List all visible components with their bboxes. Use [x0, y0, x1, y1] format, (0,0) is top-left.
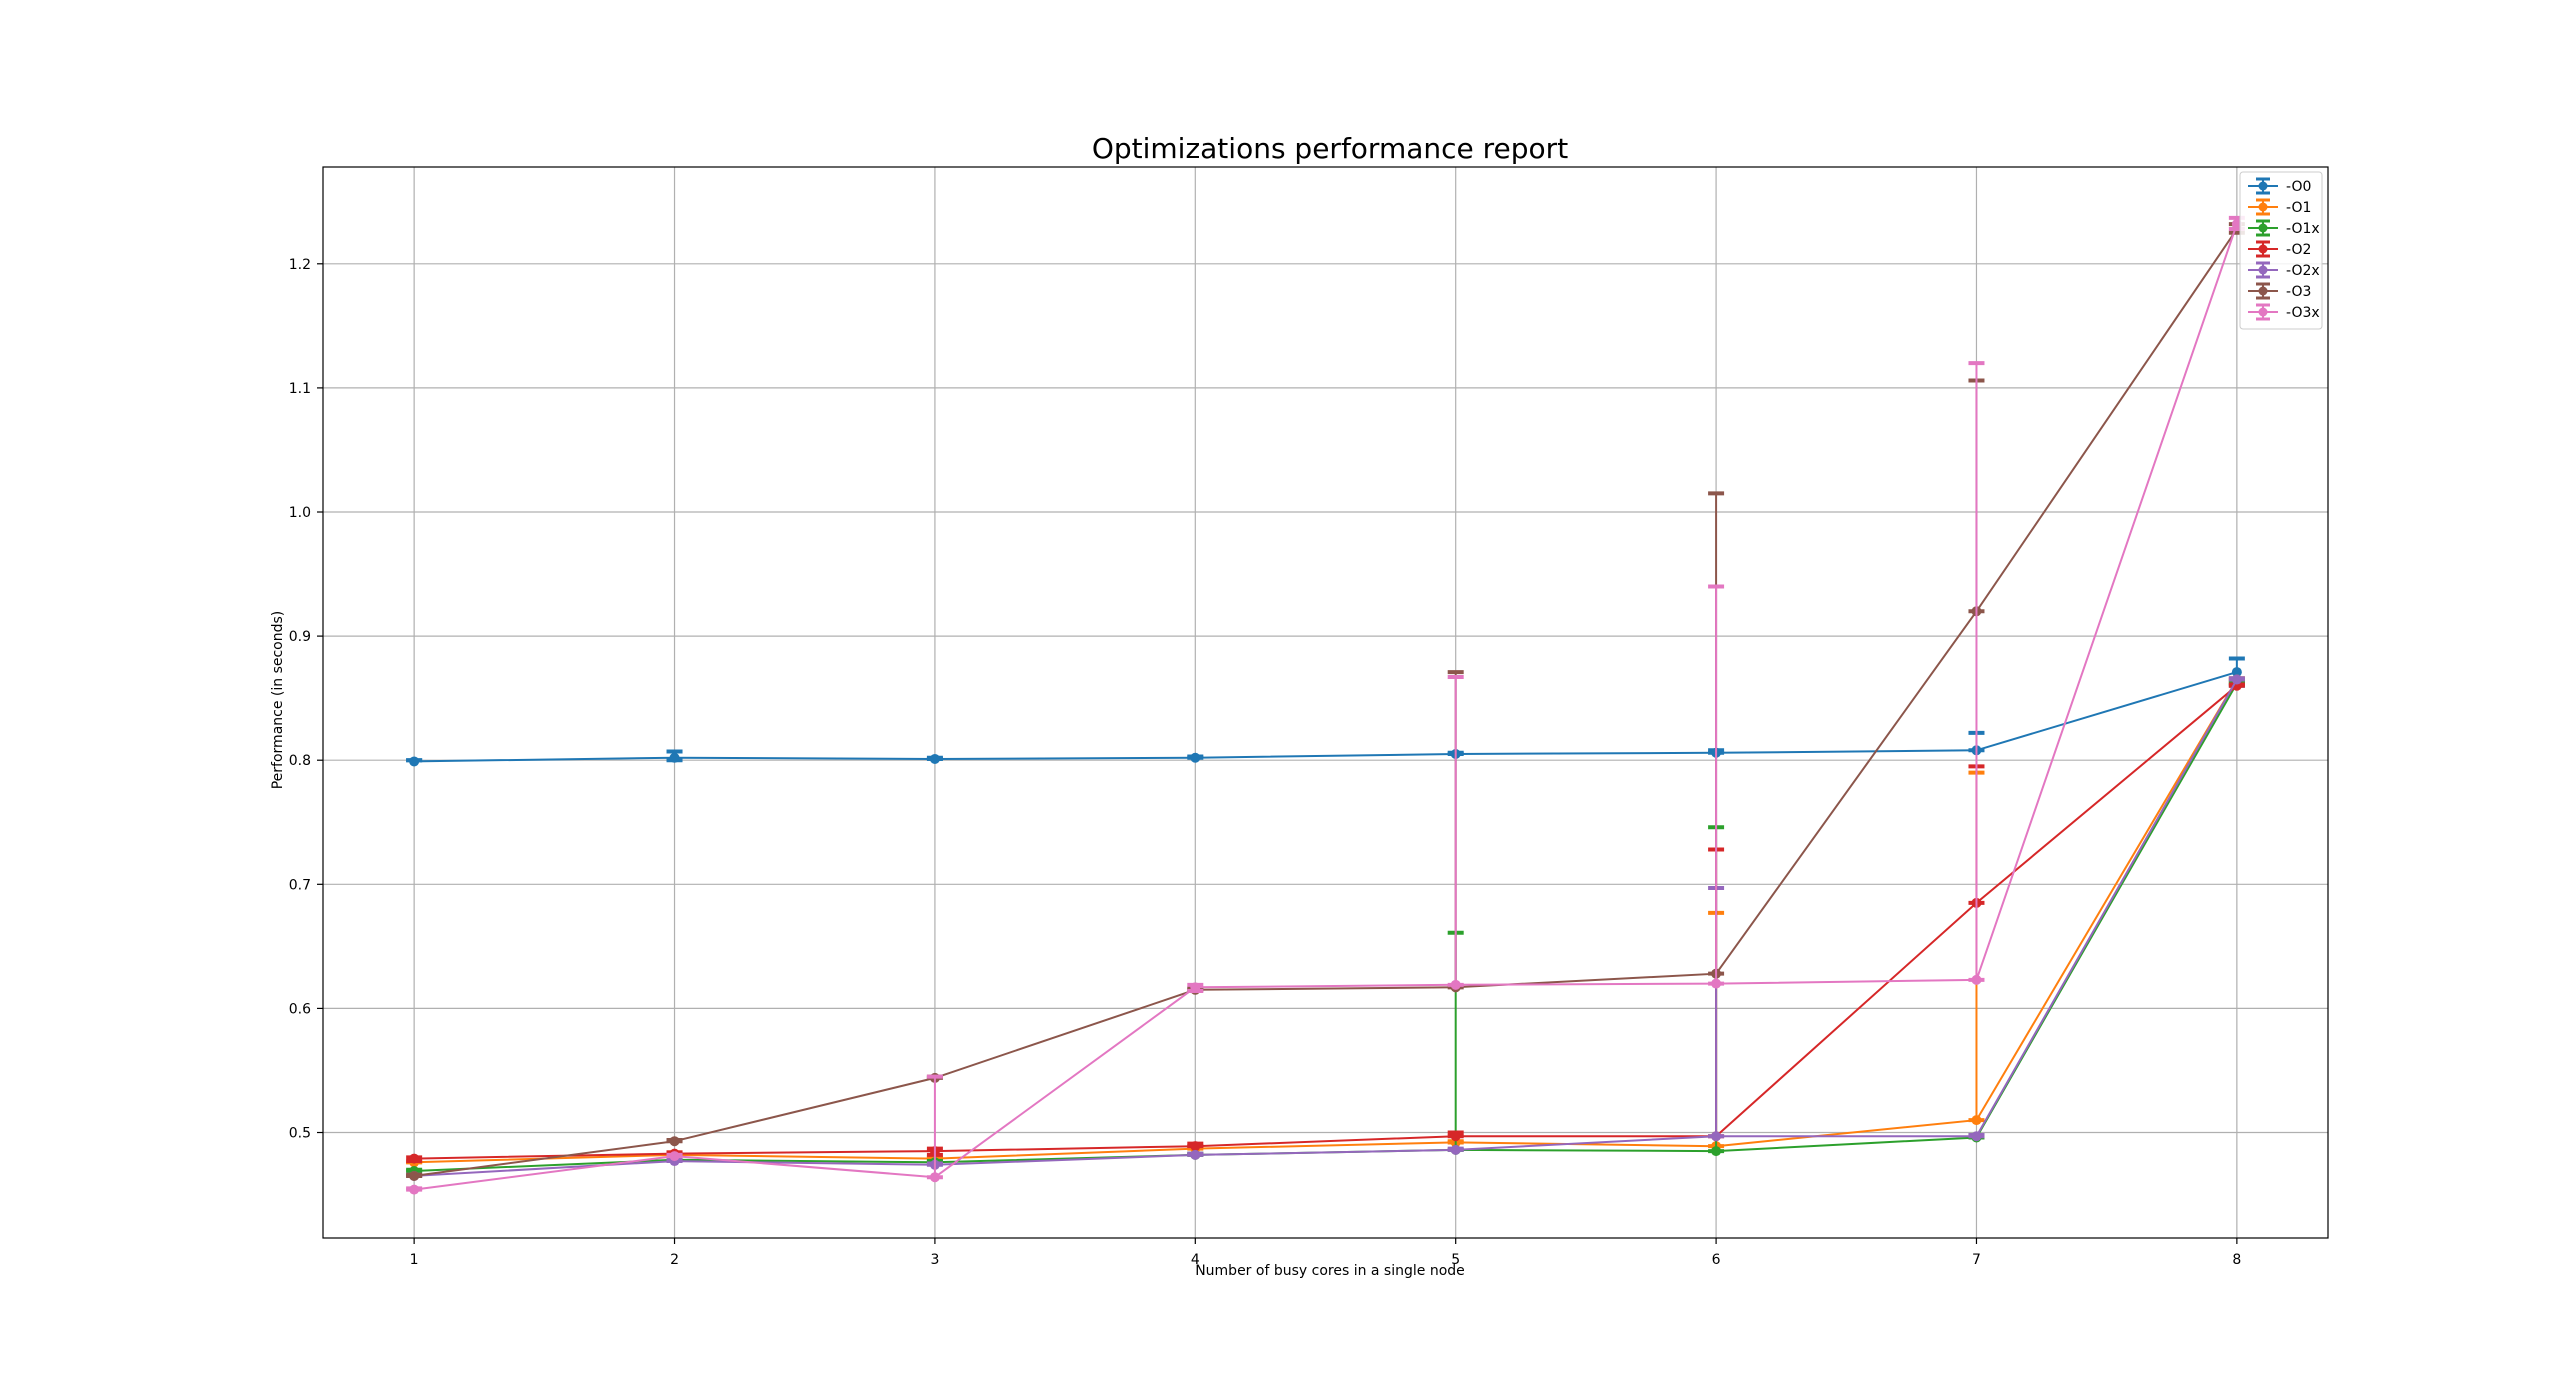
data-point [1450, 979, 1461, 990]
data-point [669, 752, 680, 763]
data-point [1971, 1131, 1982, 1142]
y-axis-label: Performance (in seconds) [270, 611, 286, 790]
x-tick-label: 6 [1712, 1252, 1721, 1268]
data-point [1190, 1141, 1201, 1152]
y-tick-label: 1.2 [289, 257, 311, 273]
data-point [1971, 1115, 1982, 1126]
legend-item: -O2x [2248, 261, 2320, 279]
data-point [669, 1151, 680, 1162]
x-tick-label: 4 [1191, 1252, 1200, 1268]
data-point [669, 1136, 680, 1147]
x-tick-label: 2 [670, 1252, 679, 1268]
series-line [414, 671, 2238, 763]
y-tick-label: 0.5 [289, 1126, 311, 1142]
y-tick-label: 1.1 [289, 381, 311, 397]
legend-label: -O1 [2286, 200, 2311, 216]
legend-label: -O2x [2286, 263, 2320, 279]
series-line [414, 684, 2238, 1160]
x-tick-label: 7 [1972, 1252, 1981, 1268]
data-point [1190, 752, 1201, 763]
data-point [929, 1172, 940, 1183]
legend-label: -O3 [2286, 284, 2311, 300]
data-point [1450, 1144, 1461, 1155]
series-o3x [406, 215, 2245, 1195]
series-line [414, 679, 2238, 1177]
data-point [1190, 1149, 1201, 1160]
legend-item: -O1x [2248, 219, 2320, 237]
data-point [2231, 219, 2242, 230]
y-tick-label: 0.9 [289, 629, 311, 645]
legend-item: -O3 [2248, 282, 2311, 300]
data-point [1450, 1131, 1461, 1142]
legend: -O0 -O1 -O1x -O2 -O2x -O3 -O3x [2239, 171, 2323, 330]
data-point [929, 753, 940, 764]
data-point [409, 1184, 420, 1195]
data-point [2231, 667, 2242, 678]
data-point [1711, 978, 1722, 989]
data-point [409, 756, 420, 767]
data-point [1711, 1146, 1722, 1157]
legend-label: -O3x [2286, 305, 2320, 321]
series-layer [406, 215, 2245, 1195]
y-tick-label: 0.8 [289, 753, 311, 769]
y-tick-label: 0.6 [289, 1001, 311, 1017]
legend-marker [2258, 181, 2268, 191]
x-tick-label: 1 [410, 1252, 419, 1268]
data-point [1971, 974, 1982, 985]
legend-label: -O0 [2286, 179, 2311, 195]
x-tick-label: 8 [2232, 1252, 2241, 1268]
series-line [413, 223, 2238, 1191]
chart-title: Optimizations performance report [1092, 132, 1568, 165]
x-tick-label: 3 [930, 1252, 939, 1268]
legend-label: -O2 [2286, 242, 2311, 258]
x-axis-label: Number of busy cores in a single node [1195, 1263, 1465, 1279]
data-point [2231, 674, 2242, 685]
data-point [409, 1153, 420, 1164]
series-line [413, 228, 2238, 1177]
legend-label: -O1x [2286, 221, 2320, 237]
legend-marker [2258, 223, 2268, 233]
legend-marker [2258, 265, 2268, 275]
ticks-layer: 1 2 3 4 5 6 7 8 0.5 0.6 0.7 0.8 0.9 1.0 1.1 1.2 [289, 257, 2242, 1268]
legend-marker [2258, 307, 2268, 317]
plot-area-frame [322, 166, 2329, 1239]
y-tick-label: 0.7 [289, 877, 311, 893]
series-line [414, 678, 2238, 1164]
legend-marker [2258, 286, 2268, 296]
legend-marker [2258, 202, 2268, 212]
data-point [409, 1170, 420, 1181]
data-point [1190, 982, 1201, 993]
legend-item: -O1 [2248, 198, 2311, 216]
legend-marker [2258, 244, 2268, 254]
legend-item: -O3x [2248, 303, 2320, 321]
y-tick-label: 1.0 [289, 505, 311, 521]
legend-item: -O0 [2248, 177, 2311, 195]
legend-item: -O2 [2248, 240, 2311, 258]
x-tick-label: 5 [1451, 1252, 1460, 1268]
data-point [1711, 1131, 1722, 1142]
